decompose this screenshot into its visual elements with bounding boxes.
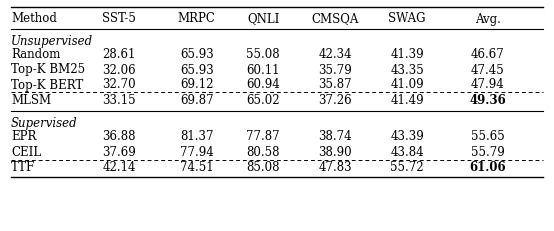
Text: MRPC: MRPC xyxy=(178,12,216,25)
Text: EPR: EPR xyxy=(11,130,37,143)
Text: 60.11: 60.11 xyxy=(247,63,280,76)
Text: SST-5: SST-5 xyxy=(102,12,136,25)
Text: 28.61: 28.61 xyxy=(102,48,136,61)
Text: 55.08: 55.08 xyxy=(247,48,280,61)
Text: 55.79: 55.79 xyxy=(471,145,504,158)
Text: 49.36: 49.36 xyxy=(469,93,506,106)
Text: CMSQA: CMSQA xyxy=(311,12,359,25)
Text: 47.83: 47.83 xyxy=(319,161,352,174)
Text: 43.39: 43.39 xyxy=(391,130,424,143)
Text: 81.37: 81.37 xyxy=(180,130,213,143)
Text: 41.39: 41.39 xyxy=(391,48,424,61)
Text: MLSM: MLSM xyxy=(11,93,51,106)
Text: CEIL: CEIL xyxy=(11,145,41,158)
Text: 32.70: 32.70 xyxy=(102,78,136,91)
Text: 47.45: 47.45 xyxy=(471,63,504,76)
Text: 65.93: 65.93 xyxy=(180,48,213,61)
Text: 65.02: 65.02 xyxy=(247,93,280,106)
Text: 42.34: 42.34 xyxy=(319,48,352,61)
Text: 55.72: 55.72 xyxy=(391,161,424,174)
Text: 47.94: 47.94 xyxy=(471,78,504,91)
Text: 43.35: 43.35 xyxy=(391,63,424,76)
Text: 60.94: 60.94 xyxy=(247,78,280,91)
Text: Top-K BERT: Top-K BERT xyxy=(11,78,83,91)
Text: 41.09: 41.09 xyxy=(391,78,424,91)
Text: 38.74: 38.74 xyxy=(319,130,352,143)
Text: 37.69: 37.69 xyxy=(102,145,136,158)
Text: 69.87: 69.87 xyxy=(180,93,213,106)
Text: Top-K BM25: Top-K BM25 xyxy=(11,63,85,76)
Text: Random: Random xyxy=(11,48,60,61)
Text: SWAG: SWAG xyxy=(388,12,426,25)
Text: 33.15: 33.15 xyxy=(102,93,136,106)
Text: Avg.: Avg. xyxy=(475,12,500,25)
Text: 61.06: 61.06 xyxy=(469,161,506,174)
Text: 43.84: 43.84 xyxy=(391,145,424,158)
Text: 41.49: 41.49 xyxy=(391,93,424,106)
Text: 42.14: 42.14 xyxy=(102,161,136,174)
Text: 85.08: 85.08 xyxy=(247,161,280,174)
Text: 38.90: 38.90 xyxy=(319,145,352,158)
Text: QNLI: QNLI xyxy=(247,12,279,25)
Text: 77.94: 77.94 xyxy=(180,145,213,158)
Text: 32.06: 32.06 xyxy=(102,63,136,76)
Text: 36.88: 36.88 xyxy=(102,130,136,143)
Text: TTF: TTF xyxy=(11,161,35,174)
Text: 69.12: 69.12 xyxy=(180,78,213,91)
Text: 65.93: 65.93 xyxy=(180,63,213,76)
Text: 37.26: 37.26 xyxy=(319,93,352,106)
Text: Supervised: Supervised xyxy=(11,116,78,129)
Text: 35.79: 35.79 xyxy=(319,63,352,76)
Text: 77.87: 77.87 xyxy=(247,130,280,143)
Text: 74.51: 74.51 xyxy=(180,161,213,174)
Text: Unsupervised: Unsupervised xyxy=(11,34,93,47)
Text: 80.58: 80.58 xyxy=(247,145,280,158)
Text: Method: Method xyxy=(11,12,57,25)
Text: 46.67: 46.67 xyxy=(471,48,504,61)
Text: 55.65: 55.65 xyxy=(471,130,504,143)
Text: 35.87: 35.87 xyxy=(319,78,352,91)
